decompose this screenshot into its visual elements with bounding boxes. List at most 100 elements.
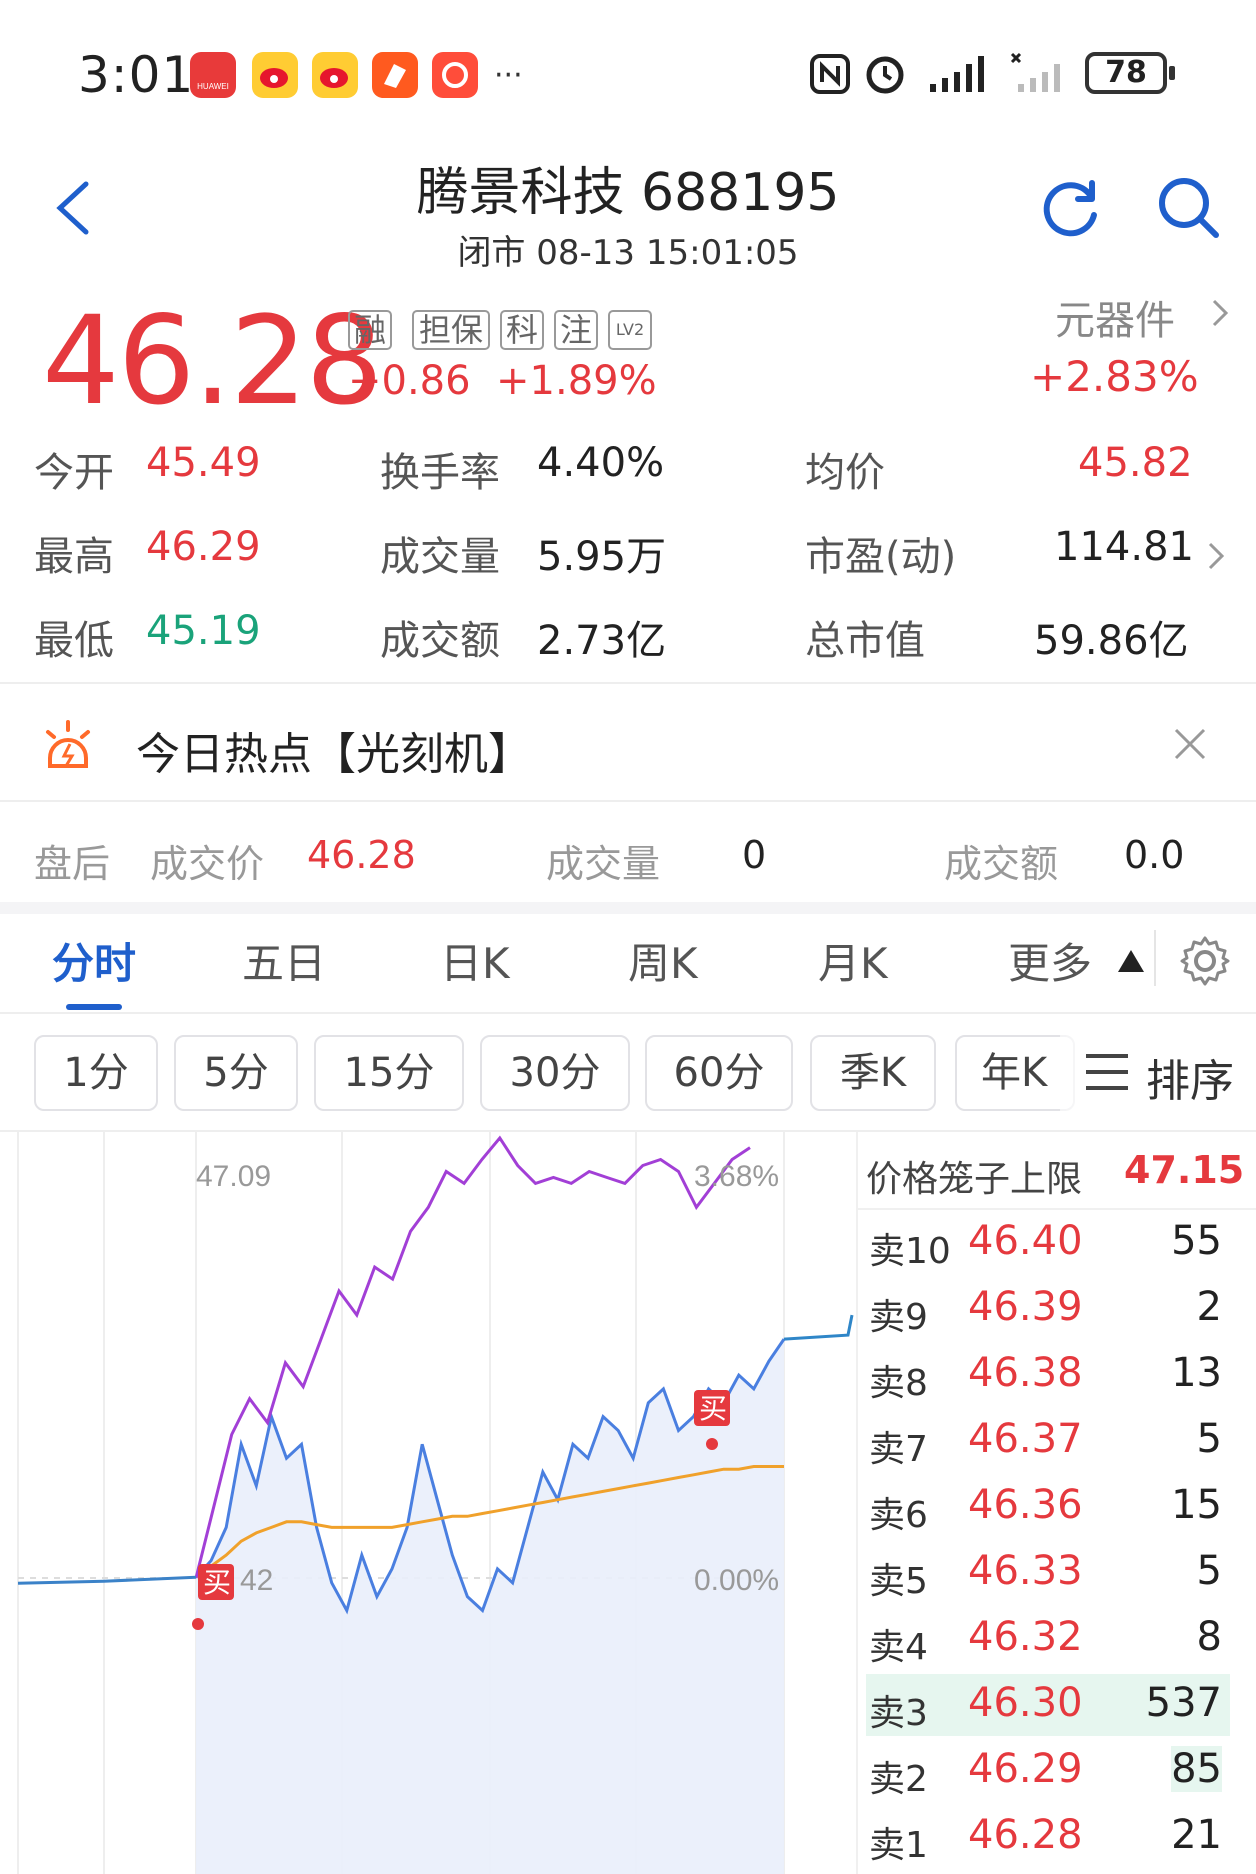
buy-marker-text: 买 <box>203 1566 231 1599</box>
interval-30min[interactable]: 30分 <box>480 1035 630 1111</box>
turnover-label: 换手率 <box>380 450 500 496</box>
order-row[interactable]: 卖2 46.29 85 <box>866 1740 1230 1802</box>
back-icon[interactable] <box>50 178 94 238</box>
order-price: 46.29 <box>968 1746 1083 1792</box>
order-price: 46.28 <box>968 1812 1083 1858</box>
order-row[interactable]: 卖4 46.32 8 <box>866 1608 1230 1670</box>
price-change: +0.86 +1.89% <box>348 358 657 404</box>
chevron-right-icon[interactable] <box>1204 538 1228 574</box>
order-row[interactable]: 卖9 46.39 2 <box>866 1278 1230 1340</box>
sector-link[interactable]: 元器件 <box>1055 288 1175 346</box>
after-amount-value: 0.0 <box>1124 833 1185 877</box>
interval-quarter-k[interactable]: 季K <box>810 1035 936 1111</box>
chevron-right-icon[interactable] <box>1208 295 1232 331</box>
pe-value: 114.81 <box>1054 524 1194 570</box>
order-price: 46.30 <box>968 1680 1083 1726</box>
interval-15min[interactable]: 15分 <box>314 1035 464 1111</box>
after-volume-value: 0 <box>742 833 767 877</box>
chart-orderbook-divider <box>856 1132 858 1874</box>
amount-value: 2.73亿 <box>537 618 667 664</box>
mid-pct-label: 0.00% <box>694 1564 779 1597</box>
order-row[interactable]: 卖8 46.38 13 <box>866 1344 1230 1406</box>
divider <box>0 1012 1256 1014</box>
high-value: 46.29 <box>146 524 261 570</box>
section-separator <box>0 902 1256 914</box>
order-side-label: 卖5 <box>869 1561 928 1602</box>
order-side-label: 卖10 <box>869 1231 951 1272</box>
order-side-label: 卖3 <box>869 1693 928 1734</box>
market-status: 闭市 08-13 15:01:05 <box>457 233 799 273</box>
buy-marker-text: 买 <box>699 1392 727 1425</box>
turnover-value: 4.40% <box>537 440 665 486</box>
order-row[interactable]: 卖5 46.33 5 <box>866 1542 1230 1604</box>
triangle-up-icon[interactable] <box>1116 948 1146 974</box>
top-pct-label: 3.68% <box>694 1160 779 1193</box>
tab-weekly-k[interactable]: 周K <box>628 939 698 988</box>
settings-gear-icon[interactable] <box>1178 934 1232 988</box>
order-side-label: 卖8 <box>869 1363 928 1404</box>
order-price: 46.37 <box>968 1416 1083 1462</box>
collateral-tag: 担保 <box>412 310 490 350</box>
divider <box>856 1208 1256 1210</box>
sort-button[interactable]: 排序 <box>1146 1056 1234 1107</box>
signal-icon-2 <box>1010 52 1060 92</box>
after-hours-label: 盘后 <box>34 842 111 886</box>
order-volume: 5 <box>1196 1548 1222 1594</box>
close-icon[interactable] <box>1172 726 1208 762</box>
order-row[interactable]: 卖1 46.28 21 <box>866 1806 1230 1868</box>
buy-marker-2[interactable]: 买 <box>694 1390 730 1450</box>
buy-marker-dot <box>192 1618 204 1630</box>
pre-market-line <box>17 1575 197 1585</box>
refresh-icon[interactable] <box>1040 175 1104 239</box>
divider <box>0 682 1256 684</box>
order-price: 46.40 <box>968 1218 1083 1264</box>
amount-label: 成交额 <box>380 618 500 664</box>
battery-indicator: 78 <box>1085 52 1175 94</box>
after-hours-line <box>783 1314 854 1341</box>
tab-intraday[interactable]: 分时 <box>52 939 137 988</box>
pe-label: 市盈(动) <box>805 534 957 580</box>
tab-monthly-k[interactable]: 月K <box>818 939 888 988</box>
order-side-label: 卖2 <box>869 1759 928 1800</box>
order-side-label: 卖7 <box>869 1429 928 1470</box>
order-volume: 85 <box>1171 1746 1222 1792</box>
weibo-app-icon <box>252 52 298 98</box>
price-cage-value: 47.15 <box>1124 1148 1245 1192</box>
buy-marker-box <box>198 1564 234 1600</box>
order-row[interactable]: 卖10 46.40 55 <box>866 1212 1230 1274</box>
order-price: 46.32 <box>968 1614 1083 1660</box>
interval-1min[interactable]: 1分 <box>34 1035 158 1111</box>
price-line <box>194 1338 786 1615</box>
order-volume: 5 <box>1196 1416 1222 1462</box>
after-volume-label: 成交量 <box>546 842 661 886</box>
top-price-label: 47.09 <box>196 1160 271 1193</box>
buy-marker-1[interactable]: 买 <box>192 1564 234 1630</box>
sector-name: 元器件 <box>1055 298 1175 344</box>
order-side-label: 卖1 <box>869 1825 928 1866</box>
tab-five-day[interactable]: 五日 <box>242 939 327 988</box>
open-value: 45.49 <box>146 440 261 486</box>
menu-icon[interactable] <box>1082 1050 1132 1094</box>
market-cap-label: 总市值 <box>805 618 925 664</box>
status-time: 3:01 <box>78 46 195 104</box>
search-icon[interactable] <box>1156 175 1222 241</box>
intraday-chart[interactable]: 47.09 3.68% 0.00% 42 买 买 <box>0 1132 856 1874</box>
after-price-value: 46.28 <box>307 833 416 877</box>
change-value: +0.86 <box>348 358 471 404</box>
order-volume: 2 <box>1196 1284 1222 1330</box>
order-row[interactable]: 卖3 46.30 537 <box>866 1674 1230 1736</box>
hot-topic-link[interactable]: 今日热点【光刻机】 <box>136 729 532 780</box>
interval-5min[interactable]: 5分 <box>174 1035 298 1111</box>
interval-year-k[interactable]: 年K <box>955 1035 1075 1111</box>
tab-daily-k[interactable]: 日K <box>440 939 510 988</box>
interval-60min[interactable]: 60分 <box>645 1035 793 1111</box>
order-volume: 8 <box>1196 1614 1222 1660</box>
tab-more[interactable]: 更多 <box>1008 939 1093 988</box>
order-row[interactable]: 卖6 46.36 15 <box>866 1476 1230 1538</box>
alarm-icon <box>866 56 904 94</box>
tab-divider <box>1154 930 1156 986</box>
order-price: 46.33 <box>968 1548 1083 1594</box>
order-row[interactable]: 卖7 46.37 5 <box>866 1410 1230 1472</box>
games-app-icon <box>432 52 478 98</box>
after-amount-label: 成交额 <box>944 842 1059 886</box>
